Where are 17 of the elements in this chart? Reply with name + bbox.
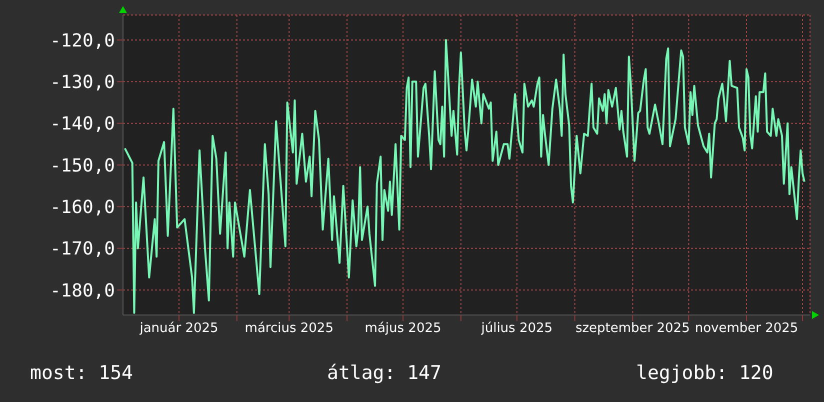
- y-tick-label: -170,0: [50, 238, 115, 260]
- y-tick-label: -120,0: [50, 30, 115, 52]
- x-tick-label: január 2025: [138, 321, 218, 336]
- y-tick-label: -180,0: [50, 280, 115, 302]
- y-tick-label: -140,0: [50, 114, 115, 135]
- y-tick-label: -130,0: [50, 72, 115, 94]
- x-tick-label: szeptember 2025: [575, 321, 690, 336]
- y-tick-label: -160,0: [50, 197, 115, 218]
- line-series: [124, 39, 806, 314]
- text: legjobb: 120: [636, 362, 774, 384]
- x-tick-label: július 2025: [480, 321, 553, 336]
- text: átlag: 147: [327, 362, 442, 384]
- x-tick-label: május 2025: [364, 321, 442, 336]
- text: most: 154: [30, 362, 133, 384]
- y-tick-label: -150,0: [50, 155, 115, 176]
- x-tick-label: március 2025: [244, 321, 334, 336]
- x-tick-label: november 2025: [694, 321, 798, 336]
